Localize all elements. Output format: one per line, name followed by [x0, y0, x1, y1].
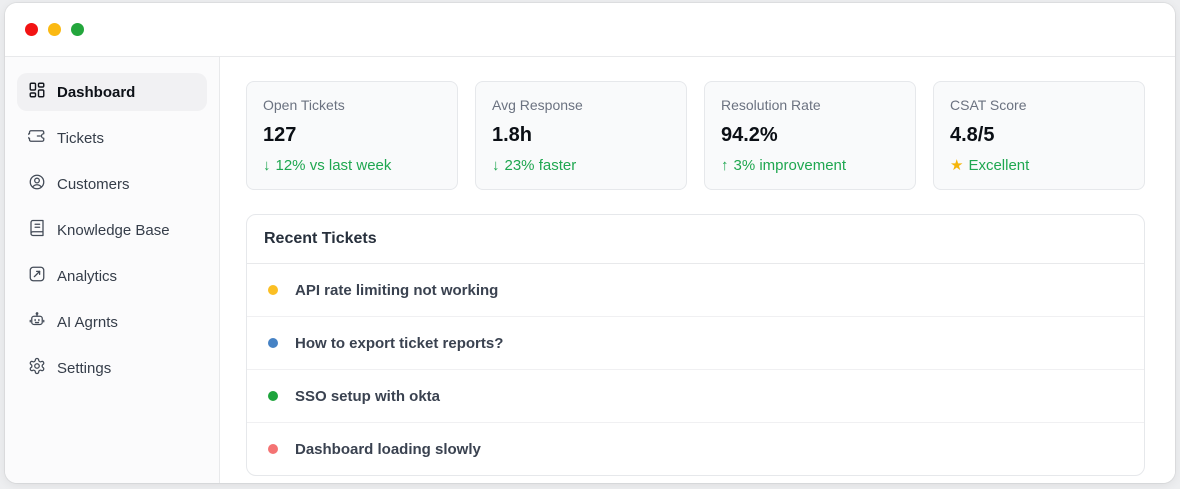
status-dot: [268, 444, 278, 454]
stat-value: 94.2%: [721, 124, 778, 146]
app-body: Dashboard Tickets Customers Knowledge Ba…: [5, 57, 1175, 483]
stat-card-resolution-rate: Resolution Rate 94.2% ↑ 3% improvement: [704, 81, 916, 190]
arrow-down-icon: ↓: [263, 157, 271, 174]
stat-delta-text: 23% faster: [504, 157, 577, 174]
stat-delta: ↓ 23% faster: [492, 156, 670, 175]
ticket-row[interactable]: How to export ticket reports?: [247, 317, 1144, 370]
ticket-title: API rate limiting not working: [295, 281, 499, 299]
stat-label: CSAT Score: [950, 97, 1027, 113]
sidebar-item-label: Dashboard: [57, 83, 136, 101]
stat-label: Avg Response: [492, 97, 583, 113]
stat-card-open-tickets: Open Tickets 127 ↓ 12% vs last week: [246, 81, 458, 190]
ticket-icon: [26, 127, 46, 149]
status-dot: [268, 338, 278, 348]
stat-delta-text: Excellent: [968, 157, 1030, 174]
zoom-window-icon[interactable]: [71, 23, 84, 36]
ticket-title: Dashboard loading slowly: [295, 440, 481, 458]
user-circle-icon: [28, 173, 46, 195]
arrow-down-icon: ↓: [492, 157, 500, 174]
stat-delta: ↑ 3% improvement: [721, 156, 899, 175]
status-dot: [268, 391, 278, 401]
stat-delta-text: 12% vs last week: [275, 157, 392, 174]
sidebar-item-label: Settings: [57, 359, 112, 377]
ticket-row[interactable]: Dashboard loading slowly: [247, 423, 1144, 475]
stat-delta: ★ Excellent: [950, 156, 1128, 175]
stat-label: Open Tickets: [263, 97, 345, 113]
stat-value: 1.8h: [492, 124, 533, 146]
gear-icon: [28, 357, 46, 379]
ticket-row[interactable]: SSO setup with okta: [247, 370, 1144, 423]
main-content: Open Tickets 127 ↓ 12% vs last week Avg …: [220, 57, 1175, 483]
stat-delta: ↓ 12% vs last week: [263, 156, 441, 175]
minimize-window-icon[interactable]: [48, 23, 61, 36]
status-dot: [268, 285, 278, 295]
robot-icon: [28, 311, 46, 333]
recent-tickets-title: Recent Tickets: [247, 215, 1144, 264]
stat-card-csat-score: CSAT Score 4.8/5 ★ Excellent: [933, 81, 1145, 190]
title-bar: [5, 3, 1175, 57]
stat-label: Resolution Rate: [721, 97, 821, 113]
chart-arrow-icon: [28, 265, 46, 287]
sidebar-item-customers[interactable]: Customers: [17, 165, 207, 203]
sidebar-item-ai-agents[interactable]: AI Agrnts: [17, 303, 207, 341]
close-window-icon[interactable]: [25, 23, 38, 36]
stats-grid: Open Tickets 127 ↓ 12% vs last week Avg …: [246, 81, 1145, 190]
sidebar-item-label: AI Agrnts: [57, 313, 118, 331]
recent-tickets-panel: Recent Tickets API rate limiting not wor…: [246, 214, 1145, 476]
sidebar-item-analytics[interactable]: Analytics: [17, 257, 207, 295]
book-icon: [28, 219, 46, 241]
sidebar-item-settings[interactable]: Settings: [17, 349, 207, 387]
sidebar-item-dashboard[interactable]: Dashboard: [17, 73, 207, 111]
stat-card-avg-response: Avg Response 1.8h ↓ 23% faster: [475, 81, 687, 190]
star-icon: ★: [950, 157, 964, 174]
arrow-up-icon: ↑: [721, 157, 729, 174]
sidebar-item-label: Analytics: [57, 267, 118, 285]
sidebar-item-label: Knowledge Base: [57, 221, 170, 239]
sidebar-item-tickets[interactable]: Tickets: [17, 119, 207, 157]
app-window: Dashboard Tickets Customers Knowledge Ba…: [5, 3, 1175, 483]
stat-value: 4.8/5: [950, 124, 995, 146]
dashboard-icon: [28, 81, 46, 103]
sidebar-item-label: Tickets: [57, 129, 104, 147]
stat-delta-text: 3% improvement: [733, 157, 847, 174]
ticket-row[interactable]: API rate limiting not working: [247, 264, 1144, 317]
ticket-title: SSO setup with okta: [295, 387, 441, 405]
stat-value: 127: [263, 124, 297, 146]
sidebar-item-knowledge-base[interactable]: Knowledge Base: [17, 211, 207, 249]
ticket-title: How to export ticket reports?: [295, 334, 504, 352]
sidebar-item-label: Customers: [57, 175, 130, 193]
sidebar: Dashboard Tickets Customers Knowledge Ba…: [5, 57, 220, 483]
